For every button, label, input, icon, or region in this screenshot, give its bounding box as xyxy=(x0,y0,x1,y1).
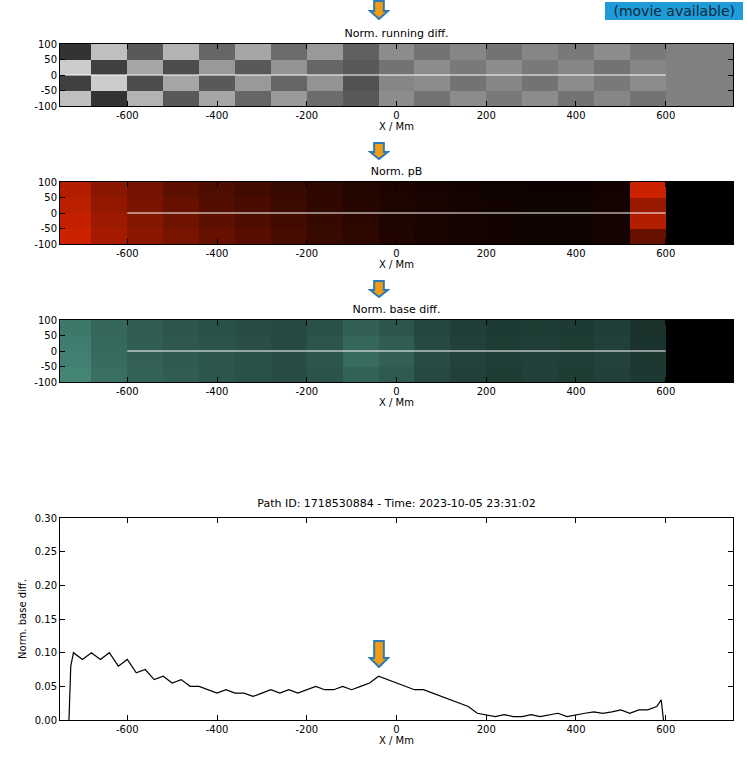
svg-text:0.25: 0.25 xyxy=(35,546,57,557)
svg-text:0: 0 xyxy=(393,110,399,121)
svg-text:-400: -400 xyxy=(206,248,229,259)
svg-text:-400: -400 xyxy=(206,110,229,121)
svg-text:0.00: 0.00 xyxy=(35,715,57,726)
svg-text:400: 400 xyxy=(566,110,585,121)
svg-text:-100: -100 xyxy=(34,239,57,250)
svg-text:0: 0 xyxy=(51,70,57,81)
svg-text:-600: -600 xyxy=(116,386,139,397)
svg-text:-200: -200 xyxy=(295,386,318,397)
svg-text:0: 0 xyxy=(393,386,399,397)
svg-text:-400: -400 xyxy=(206,386,229,397)
svg-text:100: 100 xyxy=(38,39,57,50)
svg-text:-200: -200 xyxy=(295,248,318,259)
svg-text:200: 200 xyxy=(477,724,496,735)
svg-text:X / Mm: X / Mm xyxy=(379,259,414,270)
svg-text:X / Mm: X / Mm xyxy=(379,121,414,132)
svg-text:0: 0 xyxy=(51,346,57,357)
svg-text:-600: -600 xyxy=(116,110,139,121)
svg-text:X / Mm: X / Mm xyxy=(379,735,414,746)
svg-text:0: 0 xyxy=(393,724,399,735)
svg-text:Norm. pB: Norm. pB xyxy=(371,165,423,178)
svg-text:100: 100 xyxy=(38,177,57,188)
svg-text:400: 400 xyxy=(566,386,585,397)
svg-text:-50: -50 xyxy=(41,85,57,96)
svg-text:0.15: 0.15 xyxy=(35,614,57,625)
svg-text:-200: -200 xyxy=(295,724,318,735)
svg-text:Norm. running diff.: Norm. running diff. xyxy=(344,27,448,40)
svg-text:600: 600 xyxy=(656,248,675,259)
svg-text:200: 200 xyxy=(477,386,496,397)
svg-text:0.30: 0.30 xyxy=(35,513,57,524)
svg-text:400: 400 xyxy=(566,248,585,259)
svg-text:0.05: 0.05 xyxy=(35,681,57,692)
svg-text:600: 600 xyxy=(656,724,675,735)
svg-text:-100: -100 xyxy=(34,377,57,388)
svg-text:X / Mm: X / Mm xyxy=(379,397,414,408)
svg-text:0.20: 0.20 xyxy=(35,580,57,591)
svg-text:400: 400 xyxy=(566,724,585,735)
svg-text:-400: -400 xyxy=(206,724,229,735)
svg-text:600: 600 xyxy=(656,386,675,397)
svg-text:200: 200 xyxy=(477,110,496,121)
svg-text:Path ID: 1718530884 - Time: 20: Path ID: 1718530884 - Time: 2023-10-05 2… xyxy=(257,497,535,510)
svg-text:200: 200 xyxy=(477,248,496,259)
svg-text:600: 600 xyxy=(656,110,675,121)
svg-text:-100: -100 xyxy=(34,101,57,112)
svg-text:0: 0 xyxy=(51,208,57,219)
svg-text:50: 50 xyxy=(44,330,57,341)
svg-text:50: 50 xyxy=(44,192,57,203)
svg-text:-200: -200 xyxy=(295,110,318,121)
svg-text:Norm. base diff.: Norm. base diff. xyxy=(353,303,441,316)
svg-text:Norm. base diff.: Norm. base diff. xyxy=(17,579,28,659)
svg-text:0.10: 0.10 xyxy=(35,647,57,658)
svg-text:100: 100 xyxy=(38,315,57,326)
svg-text:-600: -600 xyxy=(116,724,139,735)
svg-text:0: 0 xyxy=(393,248,399,259)
svg-text:-600: -600 xyxy=(116,248,139,259)
svg-text:-50: -50 xyxy=(41,223,57,234)
svg-text:-50: -50 xyxy=(41,361,57,372)
html-text:(movie available): (movie available) xyxy=(613,3,735,19)
svg-text:50: 50 xyxy=(44,54,57,65)
